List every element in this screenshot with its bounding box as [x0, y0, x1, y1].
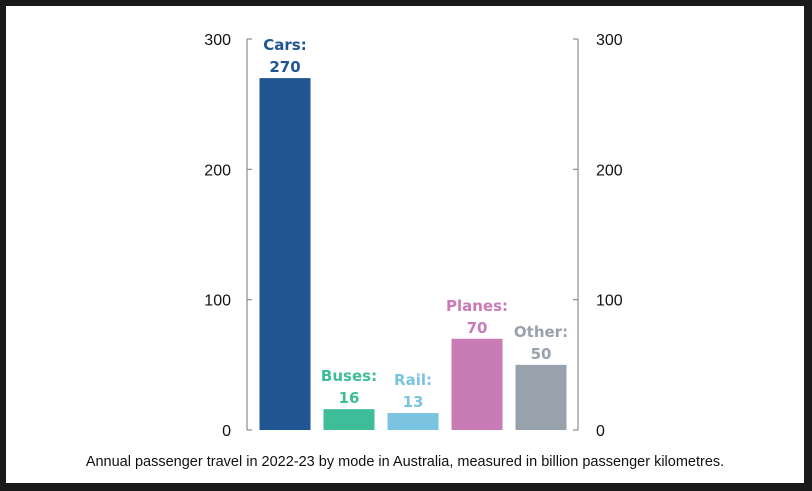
y-tick-label-right: 200	[596, 162, 623, 179]
y-tick-label-left: 300	[204, 32, 231, 49]
data-label-value: 270	[269, 58, 300, 76]
y-tick-label-left: 200	[204, 162, 231, 179]
data-label-name: Rail:	[394, 371, 432, 389]
bar-chart: 0 0 100 100 200 200 300 300 Cars: 270 Buses: 16 Rail…	[204, 32, 623, 440]
bar-planes	[451, 338, 503, 430]
bar-rail	[387, 413, 439, 430]
y-tick-label-left: 100	[204, 293, 231, 310]
bar-other	[515, 364, 567, 430]
data-label-value: 50	[531, 345, 552, 363]
data-label-name: Planes:	[446, 297, 508, 315]
y-tick-label-left: 0	[222, 423, 231, 440]
data-label-value: 70	[467, 319, 488, 337]
y-tick-label-right: 100	[596, 293, 623, 310]
chart-frame: 0 0 100 100 200 200 300 300 Cars: 270 Buses: 16 Rail…	[6, 6, 804, 483]
chart-caption: Annual passenger travel in 2022-23 by mo…	[85, 454, 725, 470]
data-label-value: 13	[403, 393, 424, 411]
data-label-name: Buses:	[321, 367, 377, 385]
y-tick-label-right: 0	[596, 423, 605, 440]
bar-buses	[323, 409, 375, 430]
y-tick-label-right: 300	[596, 32, 623, 49]
data-label-name: Other:	[514, 323, 568, 341]
data-label-value: 16	[339, 389, 360, 407]
data-label-name: Cars:	[263, 36, 306, 54]
bar-cars	[259, 78, 311, 430]
